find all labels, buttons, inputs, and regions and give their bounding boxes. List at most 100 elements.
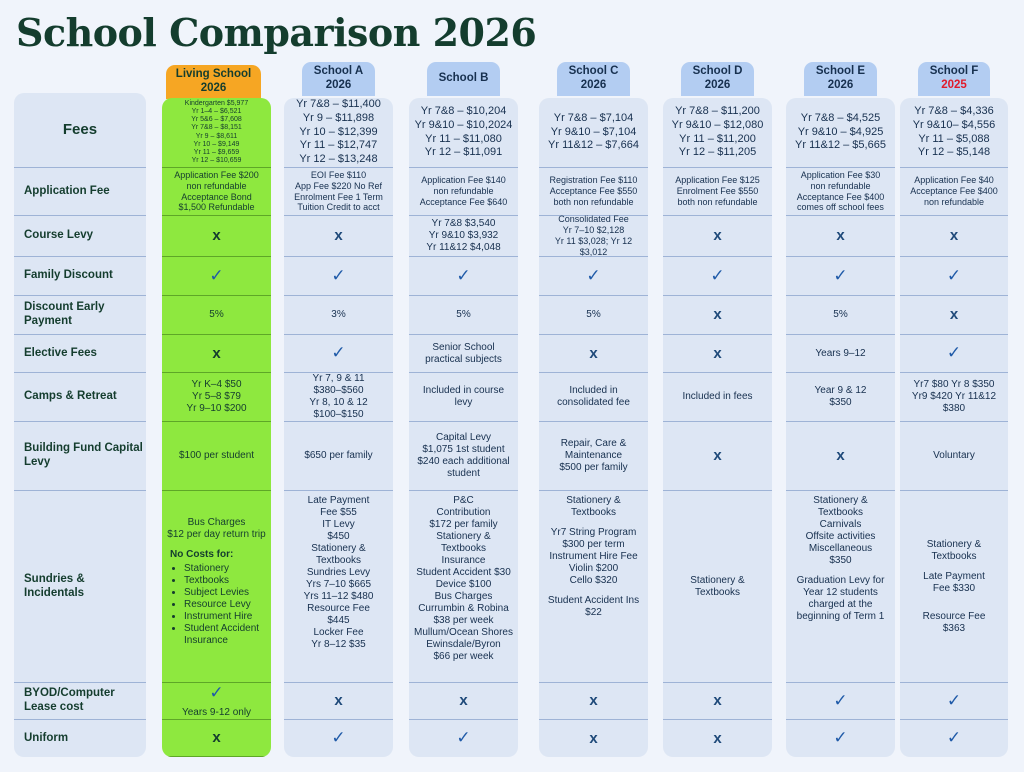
cell-line: P&C [453,495,474,506]
cell-line [592,587,595,595]
cell-building-fund: Capital Levy $1,075 1st student $240 each … [409,422,518,491]
cell-line: $38 per week [433,615,494,626]
cell-line: Yr 7, 9 & 11 [312,373,365,384]
check-icon: ✓ [946,343,962,363]
cell-sundries: Stationery & Textbooks Late Payment Fee $3… [900,491,1008,683]
cell-family-discount: ✓ [409,257,518,296]
cell-line: Resource Fee [307,603,370,614]
school-header-6: School F 2025 [918,62,990,96]
row-label-fees: Fees [14,93,146,168]
cell-line: Yr 12 – $5,148 [917,146,991,159]
cell-application-fee: Application Fee $140 non refundable Accept… [409,168,518,216]
school-header-5: School E 2026 [804,62,877,96]
cell-line: Contribution [436,507,491,518]
cross-icon: x [713,227,722,244]
school-column-6: Yr 7&8 – $4,336 Yr 9&10– $4,556 Yr 11 – $5… [900,98,1008,757]
cell-byod: x [539,683,648,720]
row-label-sundries: Sundries & Incidentals [14,491,146,683]
cell-line: Yr 12 – $13,248 [299,153,378,166]
cell-line: Consolidated Fee [558,214,629,225]
cell-line: Yr 10 – $9,149 [193,140,240,148]
cell-line: 5% [586,309,601,320]
no-costs-list: StationeryTextbooksSubject LeviesResourc… [184,563,267,647]
cell-line: Mullum/Ocean Shores [414,627,513,638]
cell-line: Yr 10 – $12,399 [299,125,378,138]
row-labels-column: Fees Application Fee Course Levy Family Dis… [14,93,146,757]
cell-line: Textbooks [931,550,977,562]
cell-line: Late Payment [923,570,985,582]
cell-uniform: ✓ [409,720,518,757]
cell-course-levy: x [786,216,895,257]
cell-line: $66 per week [433,651,494,662]
cell-fees: Yr 7&8 – $11,400 Yr 9 – $11,898 Yr 10 – $1… [284,98,393,168]
cell-course-levy: Yr 7&8 $3,540 Yr 9&10 $3,932 Yr 11&12 $4,0… [409,216,518,257]
school-name: School F [929,65,979,78]
cell-line: $380 [942,403,966,414]
cell-line: Acceptance Fee $400 [796,191,885,202]
cross-icon: x [713,729,722,747]
cell-line: Yr 7–10 $2,128 [562,225,625,236]
cell-line: Stationery & [813,495,868,506]
cell-uniform: ✓ [284,720,393,757]
cell-line: non refundable [433,186,494,197]
cell-camps-retreat: Year 9 & 12 $350 [786,373,895,422]
cell-course-levy: Consolidated Fee Yr 7–10 $2,128 Yr 11 $3,0… [539,214,648,257]
cell-line: Yr 7&8 – $7,104 [553,111,634,124]
school-header-4: School D 2026 [681,62,754,96]
row-label-uniform: Uniform [24,731,69,744]
cell-building-fund: $650 per family [284,422,393,491]
cell-elective-fees: ✓ [284,335,393,373]
cell-line: Repair, Care & [560,438,627,449]
cell-line: non refundable [186,180,247,191]
cell-line: comes off school fees [797,202,884,213]
cell-line: $22 [585,607,602,618]
cell-line: Textbooks [817,507,864,518]
cell-byod: ✓ [786,683,895,720]
school-column-5: Yr 7&8 – $4,525 Yr 9&10 – $4,925 Yr 11&12 … [786,98,895,757]
cell-line: $445 [327,615,350,626]
cell-line: Instrument Hire Fee [549,551,638,562]
cross-icon: x [589,692,598,709]
cell-line: Yr 11 $3,028; Yr 12 $3,012 [554,236,633,257]
cell-discount-early-payment: 5% [409,296,518,335]
cell-family-discount: ✓ [284,257,393,296]
cell-line: $380–$560 [313,385,364,396]
school-name: School A [313,65,364,78]
cell-discount-early-payment: 5% [539,296,648,335]
cell-sundries: P&C Contribution $172 per family Stationery… [409,491,518,683]
cell-line: Fee $55 [320,507,357,518]
cell-byod: ✓ Years 9-12 only [162,683,271,720]
cell-line: Years 9–12 [815,347,866,359]
cell-line: Stationery & [926,538,982,550]
cell-line: Insurance [441,555,486,566]
cell-line: Tuition Credit to acct [297,202,380,213]
cell-line: Stationery & [690,574,745,586]
check-icon: ✓ [833,690,848,710]
cross-icon: x [459,692,468,709]
cell-line: Yr 9&10 – $7,104 [550,125,637,138]
no-costs-item: Resource Levy [184,599,267,611]
page-title: School Comparison 2026 [16,10,537,55]
cell-line: Locker Fee [313,627,364,638]
cell-application-fee: Application Fee $125 Enrolment Fee $550 bo… [663,168,772,216]
cell-line: beginning of Term 1 [796,611,885,622]
row-label-elective-fees: Elective Fees [14,335,146,373]
school-year: 2026 [580,79,607,91]
cell-line: Yr 7&8 – $10,204 [420,105,507,117]
cell-line: $450 [327,531,350,542]
cell-line: Textbooks [440,543,487,554]
cell-line: Yr 7&8 – $11,200 [675,105,760,117]
cell-line: charged at the [808,599,873,610]
check-icon: ✓ [586,265,601,285]
cell-line: Acceptance Fee $640 [419,196,508,207]
cell-course-levy: x [663,216,772,257]
cross-icon: x [713,306,722,323]
cell-line: Ewinsdale/Byron [426,639,501,650]
cell-line: Yr 12 – $10,659 [191,156,242,164]
cell-elective-fees: x [663,335,772,373]
cross-icon: x [713,692,722,709]
cell-line: 5% [456,309,471,320]
row-label-application-fee: Application Fee [14,168,146,216]
cross-icon: x [836,447,845,464]
cell-line: 5% [209,309,224,320]
